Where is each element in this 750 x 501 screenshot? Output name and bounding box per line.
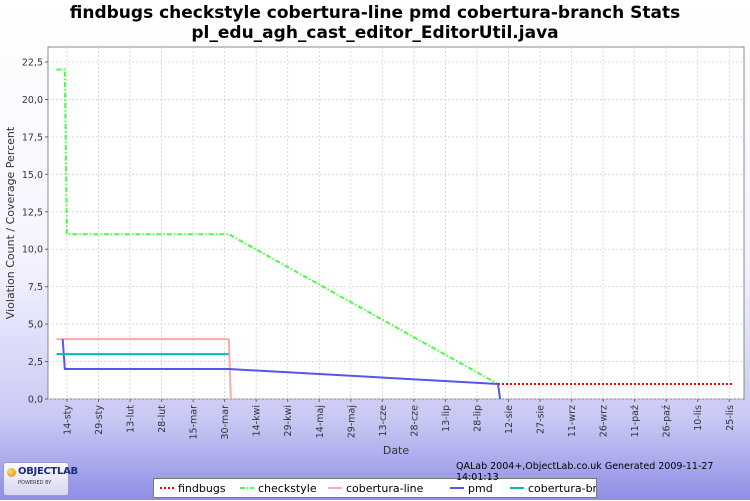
x-tick-label: 25-lis: [725, 405, 736, 431]
x-tick-label: 27-sie: [536, 405, 547, 434]
x-tick-label: 28-lip: [472, 405, 483, 432]
x-tick-label: 14-sty: [62, 405, 73, 435]
y-tick-label: 5,0: [28, 320, 43, 331]
x-tick-label: 28-lut: [157, 405, 168, 433]
y-tick-label: 20,0: [22, 95, 43, 106]
legend-label-pmd: pmd: [468, 482, 493, 495]
y-tick-label: 2,5: [28, 357, 43, 368]
x-tick-label: 26-paź: [662, 405, 673, 437]
x-tick-label: 10-lis: [693, 405, 704, 431]
logo-subtext: POWERED BY: [18, 480, 52, 486]
x-tick-label: 13-lip: [441, 405, 452, 432]
series-line-pmd: [61, 339, 502, 400]
x-tick-label: 14-maj: [315, 405, 326, 438]
y-tick-label: 12,5: [22, 207, 43, 218]
series-line-cobertura-line: [56, 338, 232, 400]
y-tick-label: 15,0: [22, 170, 43, 181]
objectlab-logo: OBJECTLAB POWERED BY: [3, 462, 78, 496]
y-tick-label: 7,5: [28, 282, 43, 293]
x-tick-label: 28-cze: [409, 405, 420, 437]
y-axis-label: Violation Count / Coverage Percent: [4, 126, 17, 319]
logo-circle-icon: [7, 468, 16, 477]
plot-area: [47, 46, 745, 400]
chart-subtitle: pl_edu_agh_cast_editor_EditorUtil.java: [191, 23, 559, 43]
x-tick-label: 12-sie: [504, 405, 515, 434]
x-tick-label: 13-lut: [126, 405, 137, 433]
x-tick-label: 13-cze: [378, 405, 389, 437]
x-tick-label: 15-mar: [189, 405, 200, 440]
x-tick-label: 29-maj: [346, 405, 357, 438]
y-tick-label: 0,0: [28, 395, 43, 406]
legend-label-cobertura-line: cobertura-line: [346, 482, 424, 495]
series-line-checkstyle: [56, 68, 499, 385]
x-tick-label: 30-mar: [220, 405, 231, 440]
legend-label-cobertura-branch: cobertura-branch: [528, 482, 596, 495]
y-tick-label: 10,0: [22, 245, 43, 256]
x-tick-label: 29-kwi: [283, 405, 294, 436]
legend-label-checkstyle: checkstyle: [258, 482, 317, 495]
chart-title: findbugs checkstyle cobertura-line pmd c…: [69, 3, 681, 23]
x-tick-label: 26-wrz: [599, 405, 610, 437]
x-tick-label: 11-wrz: [567, 405, 578, 437]
generated-text: QALab 2004+,ObjectLab.co.uk Generated 20…: [456, 461, 714, 483]
y-tick-label: 17,5: [22, 132, 43, 143]
y-tick-label: 22,5: [22, 57, 43, 68]
x-tick-label: 14-kwi: [252, 405, 263, 436]
legend-label-findbugs: findbugs: [178, 482, 226, 495]
logo-text: OBJECTLAB: [18, 466, 78, 477]
x-tick-label: 11-paź: [630, 405, 641, 437]
x-axis-label: Date: [383, 444, 410, 457]
x-tick-label: 29-sty: [94, 405, 105, 435]
